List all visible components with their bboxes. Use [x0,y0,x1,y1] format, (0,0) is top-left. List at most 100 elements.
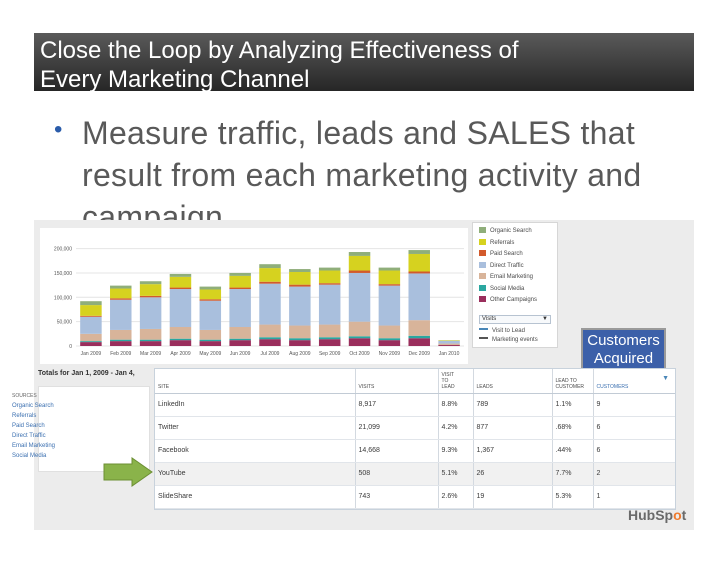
green-arrow-icon [103,457,153,487]
col-header-customers[interactable]: CUSTOMERS [593,369,675,394]
col-header-visits[interactable]: VISITS [355,369,439,394]
metric-select-value: Visits [482,316,497,322]
bar-segment [229,272,251,276]
y-tick-label: 150,000 [54,271,72,277]
table-row[interactable]: SlideShare 743 2.6% 19 5.3% 1 [155,485,675,509]
bar-segment [139,284,162,296]
bar-segment [318,324,341,338]
bar-segment [169,340,192,346]
source-link[interactable]: Referrals [12,413,37,419]
visit-to-lead-toggle[interactable]: Visit to Lead [479,327,525,336]
legend-swatch-icon [479,273,486,279]
source-link[interactable]: Social Media [12,453,47,459]
bar-segment [139,328,162,340]
bar-segment [80,305,102,316]
y-tick-label: 100,000 [54,295,72,301]
table-cell: 26 [473,462,553,486]
bar-segment [378,270,401,285]
line-icon [479,328,488,330]
bar-segment [348,272,371,322]
marketing-events-toggle[interactable]: Marketing events [479,336,538,345]
legend-item[interactable]: Social Media [479,284,524,294]
metric-select[interactable]: Visits ▼ [479,315,551,324]
legend-item[interactable]: Paid Search [479,250,523,259]
x-tick-label: Nov 2009 [379,351,401,357]
bar-segment [348,321,371,337]
x-tick-label: Oct 2009 [349,351,370,357]
sources-header: SOURCES [12,393,37,399]
table-cell: LinkedIn [155,393,356,417]
bullet-text: Measure traffic, leads and SALES that re… [82,115,642,235]
bar-segment [408,271,430,274]
bar-segment [438,340,460,344]
bar-segment [289,340,311,346]
legend-item[interactable]: Email Marketing [479,273,533,282]
legend-item[interactable]: Referrals [479,238,514,248]
bar-segment [289,338,311,341]
source-link[interactable]: Paid Search [12,423,45,429]
table-row[interactable]: Twitter 21,099 4.2% 877.68% 6 [155,416,675,440]
bar-segment [318,283,341,285]
table-cell: 1.1% [552,393,594,417]
bar-segment [289,271,311,285]
legend-item[interactable]: Other Campaigns [479,296,537,305]
source-link[interactable]: Email Marketing [12,443,56,449]
bar-segment [139,339,162,342]
table-cell: 2 [593,462,675,486]
table-cell: Facebook [155,439,356,463]
bar-segment [348,336,371,339]
bar-segment [289,284,311,287]
bar-segment [229,327,251,339]
x-tick-label: Apr 2009 [170,351,191,357]
bar-segment [408,253,430,272]
bar-segment [229,287,251,290]
legend-item[interactable]: Organic Search [479,227,532,236]
table-cell: 508 [355,462,439,486]
source-link[interactable]: Organic Search [12,403,54,409]
x-tick-label: Feb 2009 [110,351,131,357]
bar-segment [229,289,251,328]
table-cell: 4.2% [438,416,474,440]
table-row[interactable]: YouTube 508 5.1% 26 7.7% 2 [155,462,675,486]
col-header-leads[interactable]: LEADS [473,369,553,394]
table-cell: 6 [593,416,675,440]
bar-segment [289,269,311,272]
bar-segment [169,327,192,339]
bar-segment [348,338,371,346]
x-tick-label: Jan 2010 [439,351,460,357]
bar-segment [229,340,251,346]
x-tick-label: May 2009 [199,351,221,357]
sort-desc-icon[interactable]: ▼ [662,375,669,382]
bar-segment [110,339,132,342]
table-cell: .44% [552,439,594,463]
bar-segment [199,289,222,300]
col-header-visit-to-lead[interactable]: VISIT TO LEAD [438,369,474,394]
bar-segment [110,341,132,346]
bar-segment [408,273,430,321]
bullet-dot: • [54,116,63,143]
bar-segment [110,329,132,340]
y-tick-label: 50,000 [57,320,73,326]
bar-segment [139,295,162,298]
bar-segment [199,329,222,340]
bar-segment [408,335,430,339]
bar-segment [318,337,341,340]
bar-segment [169,276,192,288]
bar-segment [408,320,430,336]
x-tick-label: Aug 2009 [289,351,311,357]
col-header-lead-to-customer[interactable]: LEAD TO CUSTOMER [552,369,594,394]
source-link[interactable]: Direct Traffic [12,433,46,439]
bar-segment [229,275,251,288]
bar-segment [259,283,281,325]
table-row[interactable]: Facebook 14,668 9.3% 1,367.44% 6 [155,439,675,463]
bar-segment [408,338,430,346]
bar-segment [289,325,311,339]
bar-segment [259,337,281,340]
table-row[interactable]: LinkedIn 8,917 8.8% 789 1.1% 9 [155,393,675,417]
table-cell: 5.3% [552,485,594,509]
bar-segment [80,315,102,317]
y-tick-label: 200,000 [54,247,72,253]
legend-item[interactable]: Direct Traffic [479,261,524,271]
bar-segment [438,343,460,346]
col-header-site[interactable]: SITE [155,369,356,394]
